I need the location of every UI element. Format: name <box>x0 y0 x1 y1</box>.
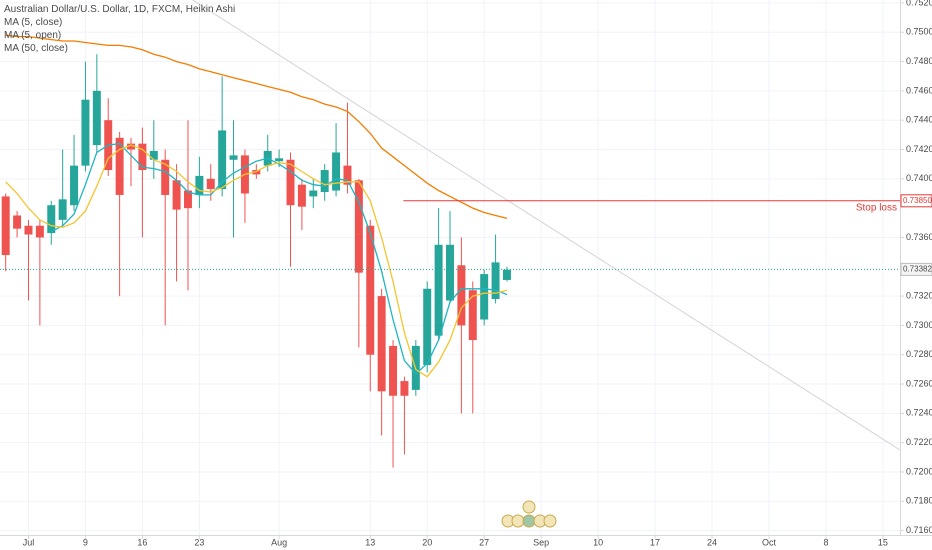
x-tick-label: 15 <box>878 537 888 547</box>
stop-loss-label: 0.73850 <box>903 196 932 205</box>
x-tick-label: 17 <box>650 537 660 547</box>
candle-body <box>229 155 238 160</box>
events-badge[interactable] <box>501 500 557 528</box>
x-tick-label: Jul <box>23 537 35 547</box>
candle-body <box>138 143 147 171</box>
candle-body <box>1 196 10 256</box>
legend-entry: MA (5, open) <box>4 30 62 41</box>
candle-body <box>161 159 170 195</box>
y-tick-label: 0.71600 <box>906 525 932 535</box>
x-tick-label: 27 <box>479 537 489 547</box>
x-tick-label: 16 <box>137 537 147 547</box>
ma-line <box>51 142 508 375</box>
candle-body <box>81 99 90 166</box>
candle-body <box>92 90 101 146</box>
candle-body <box>480 274 489 320</box>
candle-body <box>275 158 284 162</box>
candle-body <box>446 244 454 301</box>
event-icon[interactable] <box>511 514 525 528</box>
candle-body <box>502 269 511 280</box>
candle-body <box>366 225 375 355</box>
chart-title: Australian Dollar/U.S. Dollar, 1D, FXCM,… <box>4 4 236 15</box>
candle-body <box>252 170 261 175</box>
candle-body <box>24 225 33 235</box>
candle-body <box>47 205 56 234</box>
candle-body <box>468 290 477 341</box>
ma-line <box>5 34 508 220</box>
candle-body <box>491 262 500 300</box>
event-icon[interactable] <box>522 500 536 514</box>
x-tick-label: 24 <box>707 537 717 547</box>
x-tick-label: 9 <box>83 537 88 547</box>
candle-body <box>206 178 215 190</box>
candle-body <box>434 244 443 336</box>
last-price-label: 0.73382 <box>903 265 932 274</box>
event-icon[interactable] <box>543 514 557 528</box>
candle-body <box>172 180 181 210</box>
candle-body <box>218 130 227 190</box>
candle-body <box>183 190 192 209</box>
candle-body <box>115 137 124 195</box>
candle-body <box>400 381 409 396</box>
candle-body <box>389 345 398 396</box>
candle-body <box>332 152 341 191</box>
candle-body <box>423 288 432 365</box>
candle-body <box>343 165 352 185</box>
x-tick-label: Oct <box>762 537 777 547</box>
x-tick-label: 10 <box>593 537 603 547</box>
candle-body <box>297 184 306 207</box>
candle-body <box>127 143 135 150</box>
candle-body <box>309 190 318 197</box>
event-icon[interactable] <box>522 514 536 528</box>
candle-body <box>320 170 329 193</box>
x-tick-label: 20 <box>422 537 432 547</box>
stop-loss-text: Stop loss <box>856 202 897 213</box>
x-tick-label: Sep <box>533 537 549 547</box>
legend: Australian Dollar/U.S. Dollar, 1D, FXCM,… <box>4 3 235 55</box>
candle-body <box>457 265 466 326</box>
x-tick-label: 13 <box>365 537 375 547</box>
stop-loss-box <box>900 194 932 208</box>
x-tick-label: 8 <box>823 537 828 547</box>
last-price-box <box>900 262 932 276</box>
candle-body <box>195 175 204 195</box>
x-tick-label: Aug <box>271 537 287 547</box>
trend-line <box>192 0 901 451</box>
candle-body <box>70 165 79 206</box>
candle-body <box>286 159 295 206</box>
candle-body <box>377 296 386 392</box>
candle-body <box>354 180 363 273</box>
candle-body <box>13 215 22 229</box>
candle-body <box>149 150 158 160</box>
x-tick-label: 23 <box>194 537 204 547</box>
legend-entry: MA (5, close) <box>4 17 63 28</box>
candle-body <box>58 199 67 220</box>
legend-entry: MA (50, close) <box>4 43 68 54</box>
ma-line <box>5 144 508 378</box>
candle-body <box>35 225 44 238</box>
